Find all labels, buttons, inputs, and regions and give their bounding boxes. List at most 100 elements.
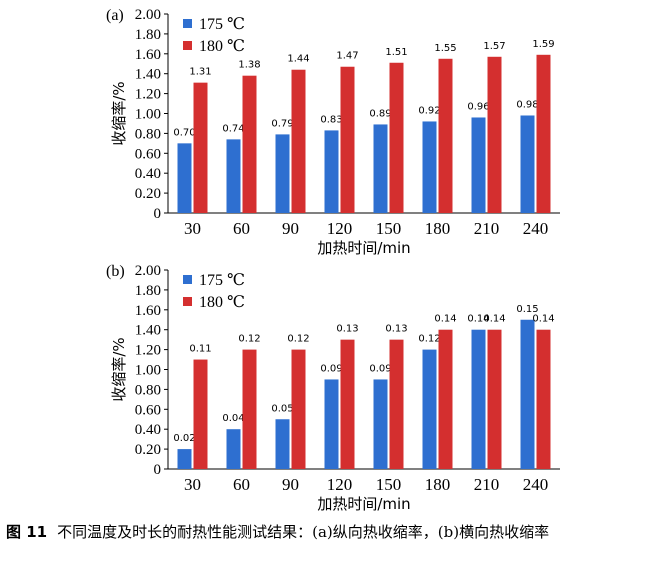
panel-a-bar-180 [291,69,306,213]
panel-a-legend-label-1: 175 ℃ [199,16,245,33]
panel-b-y-tick-label: 0.20 [135,442,161,458]
panel-a-x-tick-label: 30 [184,219,201,238]
panel-a-bar-175 [324,130,339,213]
panel-a-bar-175 [373,124,388,213]
figure: 0 0.20 0.40 0.60 0.80 1.00 1.20 1.40 1.60 1.80 2.0… [106,7,560,513]
panel-a-y-tick-label: 1.00 [135,107,161,123]
panel-b-x-tick-label: 180 [425,475,451,494]
panel-a-bar-175 [275,134,290,213]
panel-a-x-tick-label: 240 [523,219,549,238]
figure-caption: 图 11 不同温度及时长的耐热性能测试结果：(a)纵向热收缩率，(b)横向热收缩率 [6,520,660,544]
panel-b-bar-180 [193,359,208,469]
panel-a-bar-180 [487,56,502,213]
panel-b-legend-label-2: 180 ℃ [199,294,245,311]
panel-a-data-label-180: 1.51 [385,47,407,58]
panel-b-data-label-180: 0.12 [287,334,309,345]
panel-a-y-tick-label: 1.40 [135,67,161,83]
panel-a-data-label-175: 0.70 [173,127,195,138]
panel-b-y-tick-label: 0.80 [135,382,161,398]
panel-a-data-label-175: 0.79 [271,118,293,129]
panel-b-data-label-180: 0.12 [238,334,260,345]
panel-a-bar-175 [422,121,437,213]
panel-b-data-label-175: 0.09 [320,363,342,374]
panel-b-data-label-180: 0.14 [483,314,505,325]
panel-b-bar-175 [177,449,192,469]
panel-a-legend-label-2: 180 ℃ [199,38,245,55]
panel-b-y-tick-label: 1.60 [135,303,161,319]
panel-b-x-tick-label: 240 [523,475,549,494]
panel-b-label: (b) [106,263,125,280]
panel-a-legend-swatch-2 [183,41,192,50]
panel-b-x-tick-label: 30 [184,475,201,494]
panel-a-data-label-180: 1.38 [238,60,260,71]
panel-b-bar-180 [487,329,502,469]
panel-b-bar-175 [275,419,290,469]
panel-b-y-tick-label: 1.40 [135,323,161,339]
panel-a-y-tick-label: 0.60 [135,146,161,162]
panel-a-data-label-175: 0.92 [418,105,440,116]
panel-b-y-axis-title: 收缩率/% [110,337,128,401]
panel-a-y-tick-label: 1.60 [135,47,161,63]
panel-a-bar-180 [438,58,453,214]
panel-b-bar-175 [226,429,241,469]
panel-a-data-label-175: 0.74 [222,123,244,134]
panel-b-legend-swatch-1 [183,275,192,284]
panel-a-data-label-175: 0.96 [467,101,489,112]
panel-a-label: (a) [106,7,124,24]
panel-a-data-label-175: 0.89 [369,108,391,119]
panel-a-data-label-180: 1.47 [336,51,358,62]
panel-b-y-tick-label: 2.00 [135,263,161,279]
panel-a-bar-180 [193,82,208,213]
panel-a-y-tick-label: 1.80 [135,27,161,43]
caption-text: 不同温度及时长的耐热性能测试结果：(a)纵向热收缩率，(b)横向热收缩率 [57,523,550,541]
panel-b-bar-175 [373,379,388,469]
panel-a-data-label-180: 1.31 [189,67,211,78]
panel-b-y-tick-label: 0.60 [135,402,161,418]
panel-a-x-tick-label: 180 [425,219,451,238]
panel-b-bar-180 [340,339,355,469]
panel-b-bar-180 [536,329,551,469]
panel-a-y-axis-title: 收缩率/% [110,81,128,145]
panel-a-y-tick-label: 2.00 [135,7,161,23]
panel-b-data-label-175: 0.05 [271,403,293,414]
panel-b-x-axis-title: 加热时间/min [317,495,410,513]
panel-a-data-label-180: 1.59 [532,39,554,50]
panel-a-y-tick-label: 0.40 [135,166,161,182]
panel-b-data-label-175: 0.12 [418,334,440,345]
panel-a-bar-175 [226,139,241,213]
panel-b-y-tick-label: 0 [154,462,162,478]
panel-b-bar-180 [389,339,404,469]
panel-a-x-axis-title: 加热时间/min [317,239,410,257]
panel-b-x-tick-label: 210 [474,475,500,494]
panel-b-data-label-175: 0.02 [173,433,195,444]
panel-b-x-tick-label: 60 [233,475,250,494]
panel-a-bar-180 [242,75,257,213]
panel-a-x-tick-label: 150 [376,219,402,238]
panel-b-legend-swatch-2 [183,297,192,306]
panel-b-data-label-175: 0.15 [516,304,538,315]
panel-b-bar-175 [471,329,486,469]
panel-a-bar-175 [471,117,486,213]
panel-b-bar-180 [291,349,306,469]
panel-b-bar-175 [422,349,437,469]
panel-a-data-label-180: 1.55 [434,43,456,54]
panel-b-data-label-180: 0.14 [434,314,456,325]
panel-b-y-tick-label: 1.20 [135,343,161,359]
panel-a-x-tick-label: 120 [327,219,353,238]
panel-b-data-label-180: 0.13 [385,324,407,335]
panel-b-bar-175 [324,379,339,469]
panel-b-bar-175 [520,319,535,469]
panel-a-bar-180 [536,54,551,213]
panel-a-x-tick-label: 60 [233,219,250,238]
panel-b-data-label-175: 0.14 [467,314,489,325]
panel-b-data-label-180: 0.11 [189,344,211,355]
panel-a-y-tick-label: 1.20 [135,87,161,103]
panel-a-bar-175 [177,143,192,213]
panel-b-x-tick-label: 120 [327,475,353,494]
panel-b-x-tick-label: 90 [282,475,299,494]
panel-b-legend-label-1: 175 ℃ [199,272,245,289]
panel-b-data-label-175: 0.09 [369,363,391,374]
caption-figure-number: 图 11 [6,523,48,541]
panel-a-x-tick-label: 210 [474,219,500,238]
panel-b-bar-180 [438,329,453,469]
